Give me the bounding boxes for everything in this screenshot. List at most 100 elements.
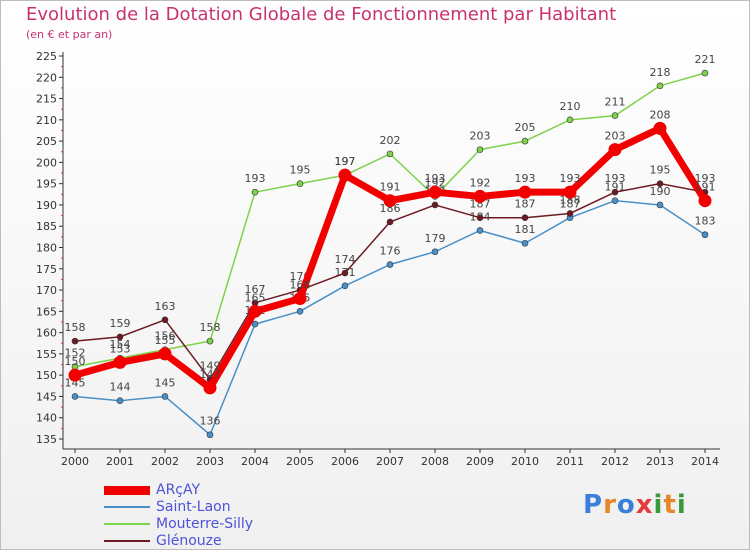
- y-tick-label: 175: [36, 263, 57, 276]
- data-label: 202: [380, 134, 401, 147]
- x-tick-label: 2003: [196, 455, 224, 468]
- data-label: 203: [470, 130, 491, 143]
- data-label: 191: [380, 181, 401, 194]
- data-label: 181: [515, 223, 536, 236]
- data-point: [473, 189, 487, 203]
- y-tick-label: 190: [36, 199, 57, 212]
- data-point: [608, 143, 622, 157]
- y-tick-label: 145: [36, 390, 57, 403]
- data-point: [656, 201, 664, 209]
- data-label: 156: [155, 330, 176, 343]
- y-tick-label: 180: [36, 242, 57, 255]
- x-tick-label: 2011: [556, 455, 584, 468]
- data-point: [296, 308, 304, 315]
- data-point: [68, 368, 82, 382]
- y-tick-label: 195: [36, 178, 57, 191]
- data-label: 167: [245, 283, 266, 296]
- legend-swatch: [104, 506, 150, 508]
- data-label: 195: [650, 164, 671, 177]
- y-tick-label: 185: [36, 220, 57, 233]
- data-label: 211: [605, 96, 626, 109]
- data-point: [161, 393, 169, 400]
- proxiti-logo: Proxiti: [583, 490, 687, 520]
- data-label: 193: [425, 172, 446, 185]
- data-label: 193: [560, 172, 581, 185]
- legend-label: Glénouze: [156, 533, 222, 549]
- legend-item: Mouterre-Silly: [104, 516, 253, 532]
- data-label: 186: [380, 202, 401, 215]
- data-label: 168: [290, 279, 311, 292]
- y-tick-label: 225: [36, 50, 57, 63]
- data-point: [341, 269, 349, 277]
- y-tick-label: 170: [36, 284, 57, 297]
- data-label: 188: [560, 193, 581, 206]
- data-label: 187: [515, 198, 536, 211]
- data-label: 192: [425, 176, 446, 189]
- legend-label: Saint-Laon: [156, 499, 231, 515]
- data-label: 158: [65, 321, 86, 334]
- y-tick-label: 140: [36, 412, 57, 425]
- data-label: 149: [200, 359, 221, 372]
- data-label: 193: [245, 172, 266, 185]
- y-tick-label: 150: [36, 369, 57, 382]
- x-tick-label: 2001: [106, 455, 134, 468]
- y-tick-label: 205: [36, 135, 57, 148]
- data-label: 208: [650, 108, 671, 121]
- data-point: [611, 112, 619, 119]
- data-label: 152: [65, 347, 86, 360]
- legend-item: ARçAY: [104, 482, 200, 498]
- legend-label: ARçAY: [156, 482, 201, 498]
- data-label: 174: [335, 253, 356, 266]
- legend-swatch: [104, 540, 150, 542]
- data-label: 165: [245, 291, 266, 304]
- data-label: 187: [560, 198, 581, 211]
- data-label: 187: [470, 198, 491, 211]
- data-label: 145: [155, 376, 176, 389]
- logo-letter: i: [653, 490, 664, 520]
- data-label: 150: [65, 355, 86, 368]
- x-tick-label: 2002: [151, 455, 179, 468]
- logo-letter: t: [663, 490, 677, 520]
- legend-item: Saint-Laon: [104, 499, 231, 515]
- data-point: [563, 185, 577, 199]
- x-tick-label: 2005: [286, 455, 314, 468]
- x-tick-label: 2014: [691, 455, 719, 468]
- data-point: [566, 116, 574, 124]
- data-point: [158, 347, 172, 361]
- series-layer: 1451441451361621651711761791841811871911…: [65, 53, 716, 439]
- data-label: 191: [695, 181, 716, 194]
- data-label: 144: [110, 381, 131, 394]
- data-point: [161, 316, 169, 324]
- x-tick-label: 2008: [421, 455, 449, 468]
- data-label: 218: [650, 66, 671, 79]
- data-label: 210: [560, 100, 581, 113]
- data-point: [701, 231, 709, 239]
- data-point: [248, 304, 262, 318]
- data-point: [653, 121, 667, 135]
- data-label: 159: [110, 317, 131, 330]
- data-label: 147: [200, 368, 221, 381]
- x-tick-label: 2013: [646, 455, 674, 468]
- chart-subtitle: (en € et par an): [26, 28, 113, 41]
- data-point: [656, 82, 664, 90]
- data-point: [521, 239, 529, 247]
- y-tick-label: 155: [36, 348, 57, 361]
- data-label: 221: [695, 53, 716, 66]
- data-point: [698, 194, 712, 208]
- data-label: 193: [695, 172, 716, 185]
- data-point: [431, 201, 439, 209]
- data-label: 193: [605, 172, 626, 185]
- x-tick-label: 2007: [376, 455, 404, 468]
- data-label: 197: [335, 155, 356, 168]
- logo-letter: P: [583, 490, 604, 520]
- data-point: [701, 69, 709, 77]
- y-tick-label: 165: [36, 305, 57, 318]
- data-point: [518, 185, 532, 199]
- logo-letter: x: [635, 490, 654, 520]
- data-point: [476, 146, 484, 153]
- y-tick-label: 160: [36, 327, 57, 340]
- data-label: 153: [110, 342, 131, 355]
- data-point: [341, 282, 349, 290]
- data-label: 190: [650, 185, 671, 198]
